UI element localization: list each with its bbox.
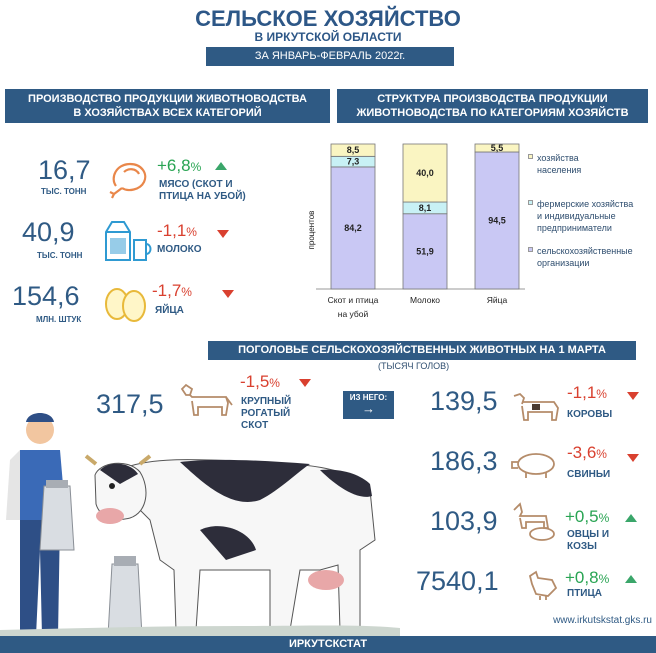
poultry-label: ПТИЦА <box>567 588 603 599</box>
bar-data-label: 5,5 <box>491 143 504 153</box>
production-heading-line2: В ХОЗЯЙСТВАХ ВСЕХ КАТЕГОРИЙ <box>73 107 262 119</box>
poultry-up-arrow <box>625 575 637 583</box>
meat-icon <box>109 162 147 199</box>
meat-value: 16,7 <box>38 155 91 185</box>
bar-segment <box>402 143 448 203</box>
category-label: Скот и птица <box>328 295 379 305</box>
cattle-change: -1,5% <box>240 372 280 391</box>
eggs-icon <box>105 288 146 322</box>
eggs-label: ЯЙЦА <box>155 305 184 316</box>
production-heading-line1: ПРОИЗВОДСТВО ПРОДУКЦИИ ЖИВОТНОВОДСТВА <box>28 93 307 105</box>
pigs-value: 186,3 <box>430 446 498 476</box>
pig-icon <box>511 453 555 478</box>
legend-item-farmers: фермерские хозяйства и индивидуальные пред… <box>528 198 633 234</box>
bar-data-label: 7,3 <box>347 157 360 167</box>
sheep-change: +0,5% <box>565 507 610 526</box>
cow-icon <box>513 392 559 421</box>
category-label: Яйца <box>487 295 508 305</box>
pigs-down-arrow <box>627 454 639 462</box>
milk-label: МОЛОКО <box>157 244 202 255</box>
bar-segment <box>330 143 376 157</box>
legend-swatch <box>528 200 533 205</box>
livestock-units: (ТЫСЯЧ ГОЛОВ) <box>378 361 450 371</box>
production-heading: ПРОИЗВОДСТВО ПРОДУКЦИИ ЖИВОТНОВОДСТВА В … <box>5 89 330 123</box>
bar-data-label: 94,5 <box>488 215 506 225</box>
bar-data-label: 40,0 <box>416 168 434 178</box>
bar-segment <box>330 166 376 290</box>
cattle-icon <box>180 383 233 416</box>
structure-chart: 84,2 7,3 8,5 Скот и птица на убой 51,9 8,1 40,0… <box>307 143 525 319</box>
legend-swatch <box>528 154 533 159</box>
legend-item-organizations: сельскохозяйственные организации <box>528 245 633 269</box>
bar-segment <box>474 151 520 290</box>
cows-value: 139,5 <box>430 386 498 416</box>
of-which-badge: ИЗ НЕГО: → <box>343 391 394 419</box>
pigs-label: СВИНЬИ <box>567 469 611 480</box>
footer-bar <box>0 636 656 653</box>
period-banner: ЗА ЯНВАРЬ-ФЕВРАЛЬ 2022г. <box>206 47 454 66</box>
poultry-change: +0,8% <box>565 568 610 587</box>
legend-item-households: хозяйства населения <box>528 152 581 176</box>
milk-unit: ТЫС. ТОНН <box>37 251 83 260</box>
milk-value: 40,9 <box>22 217 75 247</box>
bar-data-label: 51,9 <box>416 246 434 256</box>
page-subtitle: В ИРКУТСКОЙ ОБЛАСТИ <box>254 30 402 44</box>
eggs-unit: МЛН. ШТУК <box>36 315 82 324</box>
bar-data-label: 8,5 <box>347 145 360 155</box>
page-title: СЕЛЬСКОЕ ХОЗЯЙСТВО <box>195 6 461 31</box>
pigs-change: -3,6% <box>567 443 607 462</box>
structure-heading-line1: СТРУКТУРА ПРОИЗВОДСТВА ПРОДУКЦИИ <box>377 93 608 105</box>
farm-illustration <box>0 413 400 636</box>
structure-heading: СТРУКТУРА ПРОИЗВОДСТВА ПРОДУКЦИИ ЖИВОТНО… <box>337 89 648 123</box>
eggs-change: -1,7% <box>152 281 192 300</box>
bar-data-label: 8,1 <box>419 203 432 213</box>
cows-change: -1,1% <box>567 383 607 402</box>
meat-label: МЯСО (СКОТ И ПТИЦА НА УБОЙ) <box>159 179 246 202</box>
eggs-down-arrow <box>222 290 234 298</box>
cattle-down-arrow <box>299 379 311 387</box>
structure-heading-line2: ЖИВОТНОВОДСТВА ПО КАТЕГОРИЯМ ХОЗЯЙСТВ <box>356 107 629 119</box>
chart-ylabel: процентов <box>307 211 316 250</box>
chicken-icon <box>528 570 558 600</box>
cattle-label: КРУПНЫЙ РОГАТЫЙ СКОТ <box>241 396 292 431</box>
cattle-value: 317,5 <box>96 389 164 419</box>
category-label: Молоко <box>410 295 440 305</box>
milk-change: -1,1% <box>157 221 197 240</box>
arrow-right-icon: → <box>362 401 375 416</box>
milk-down-arrow <box>217 230 229 238</box>
cows-label: КОРОВЫ <box>567 409 613 420</box>
category-label: на убой <box>338 309 369 319</box>
livestock-heading: ПОГОЛОВЬЕ СЕЛЬСКОХОЗЯЙСТВЕННЫХ ЖИВОТНЫХ … <box>208 341 636 360</box>
legend-swatch <box>528 247 533 252</box>
sheep-up-arrow <box>625 514 637 522</box>
meat-up-arrow <box>215 162 227 170</box>
poultry-value: 7540,1 <box>416 566 499 596</box>
milk-icon <box>105 221 152 261</box>
bar-segment <box>474 143 520 153</box>
meat-unit: ТЫС. ТОНН <box>41 187 87 196</box>
sheep-goat-icon <box>513 502 555 541</box>
footer-org: ИРКУТСКСТАТ <box>288 638 368 650</box>
sheep-label: ОВЦЫ И КОЗЫ <box>567 529 610 552</box>
bar-segment <box>402 213 448 290</box>
footer-url[interactable]: www.irkutskstat.gks.ru <box>553 615 652 626</box>
bar-data-label: 84,2 <box>344 223 362 233</box>
sheep-value: 103,9 <box>430 506 498 536</box>
meat-change: +6,8% <box>157 156 202 175</box>
eggs-value: 154,6 <box>12 281 80 311</box>
cows-down-arrow <box>627 392 639 400</box>
